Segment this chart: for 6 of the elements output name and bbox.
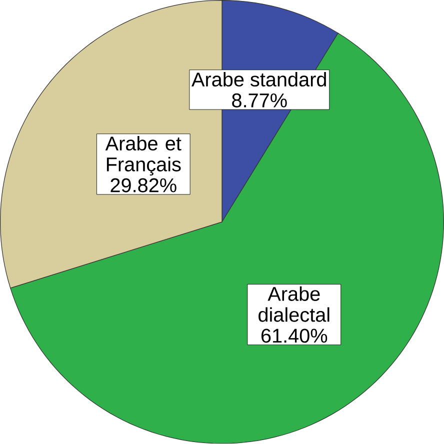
data-label: 29.82% <box>110 178 176 192</box>
slice-label: Arabe standard <box>192 72 326 87</box>
data-label: 8.77% <box>232 93 287 108</box>
slice-label: Arabe dialectal <box>258 286 330 322</box>
slice-label: Arabe et Français <box>105 136 182 176</box>
data-label: 61.40% <box>261 328 328 343</box>
